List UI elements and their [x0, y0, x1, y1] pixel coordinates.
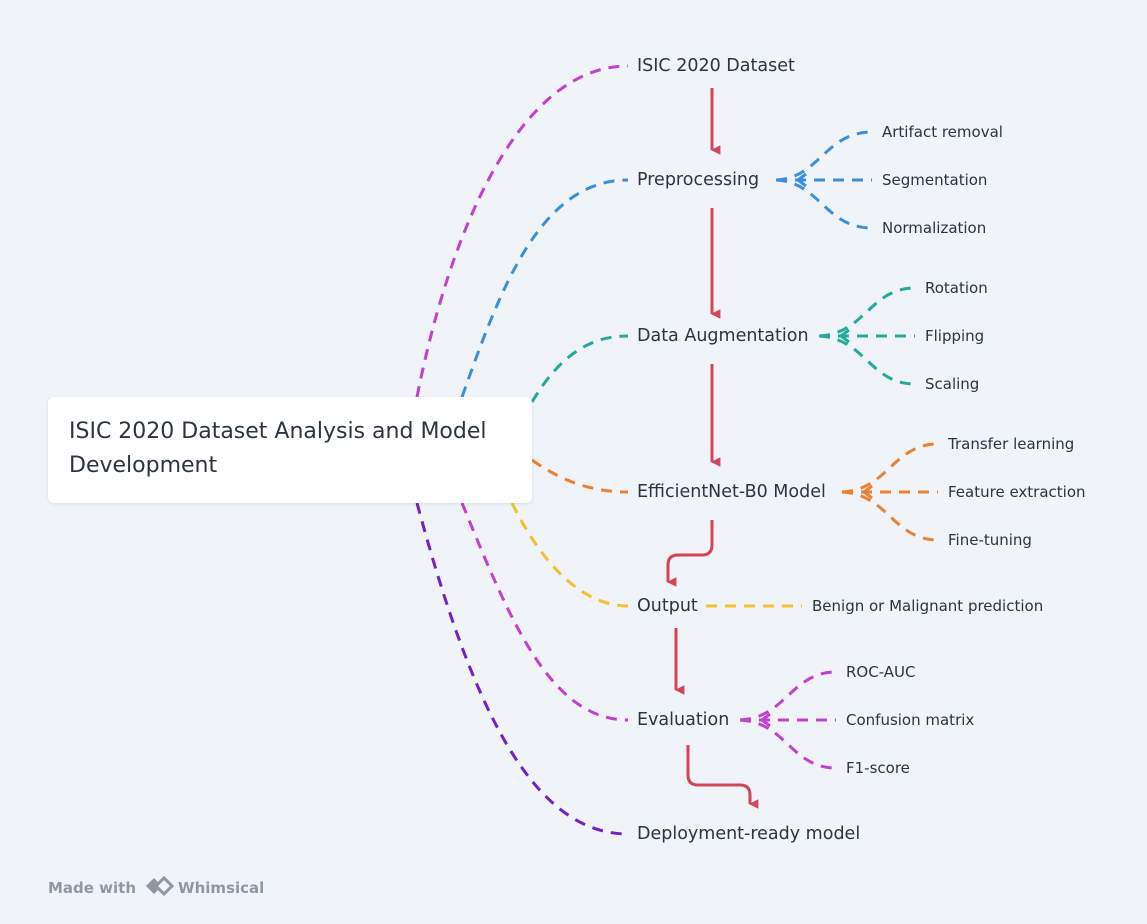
node-preprocessing[interactable]: Preprocessing — [637, 170, 760, 190]
root-title-line-2: Development — [69, 453, 218, 478]
made-with-badge[interactable]: Made with Whimsical — [48, 874, 265, 902]
leaf-arrow-preprocessing — [795, 172, 807, 188]
node-augmentation[interactable]: Data Augmentation — [637, 326, 809, 346]
connector-preprocessing — [460, 178, 629, 398]
connector-deployment — [415, 502, 629, 836]
leaf-transfer-learning[interactable]: Transfer learning — [948, 435, 1075, 453]
leaf-scaling[interactable]: Scaling — [925, 375, 980, 393]
flow-arrow-model-to-output — [666, 520, 714, 587]
leaf-arrow-augmentation — [838, 328, 850, 344]
node-dataset[interactable]: ISIC 2020 Dataset — [637, 56, 795, 76]
node-deployment[interactable]: Deployment-ready model — [637, 824, 861, 844]
leaf-f1-score[interactable]: F1-score — [846, 759, 910, 777]
leaf-arrow-evaluation — [759, 712, 771, 728]
connector-augmentation — [530, 334, 629, 403]
connector-leaf-transfer-learning — [841, 442, 939, 494]
node-output[interactable]: Output — [637, 596, 698, 616]
leaf-rotation[interactable]: Rotation — [925, 279, 988, 297]
leaf-artifact-removal[interactable]: Artifact removal — [882, 123, 1003, 141]
leaf-prediction[interactable]: Benign or Malignant prediction — [812, 597, 1044, 615]
connector-leaf-roc-auc — [739, 670, 837, 722]
leaf-flipping[interactable]: Flipping — [925, 327, 985, 345]
leaf-normalization[interactable]: Normalization — [882, 219, 987, 237]
leaf-segmentation[interactable]: Segmentation — [882, 171, 988, 189]
leaf-fine-tuning[interactable]: Fine-tuning — [948, 531, 1032, 549]
node-model[interactable]: EfficientNet-B0 Model — [637, 482, 826, 502]
connector-leaf-f1-score — [739, 718, 837, 770]
connector-leaf-scaling — [818, 334, 916, 386]
connector-evaluation — [460, 502, 629, 722]
connector-leaf-normalization — [775, 178, 873, 230]
connector-model — [531, 458, 629, 494]
leaf-roc-auc[interactable]: ROC-AUC — [846, 663, 916, 681]
whimsical-logo-icon — [144, 874, 175, 902]
root-node[interactable]: ISIC 2020 Dataset Analysis and Model Dev… — [48, 397, 532, 503]
flow-arrow-evaluation-to-deployment — [686, 745, 759, 809]
connector-dataset — [415, 64, 629, 398]
leaf-feature-extraction[interactable]: Feature extraction — [948, 483, 1086, 501]
made-with-label: Made with — [48, 879, 137, 897]
whimsical-brand: Whimsical — [178, 879, 265, 897]
connector-leaf-artifact-removal — [775, 130, 873, 182]
leaf-confusion-matrix[interactable]: Confusion matrix — [846, 711, 975, 729]
connector-leaf-fine-tuning — [841, 490, 939, 542]
leaf-arrow-model — [861, 484, 873, 500]
connector-output — [510, 502, 629, 608]
node-evaluation[interactable]: Evaluation — [637, 710, 730, 730]
connector-leaf-rotation — [818, 286, 916, 338]
root-title-line-1: ISIC 2020 Dataset Analysis and Model — [69, 419, 487, 444]
